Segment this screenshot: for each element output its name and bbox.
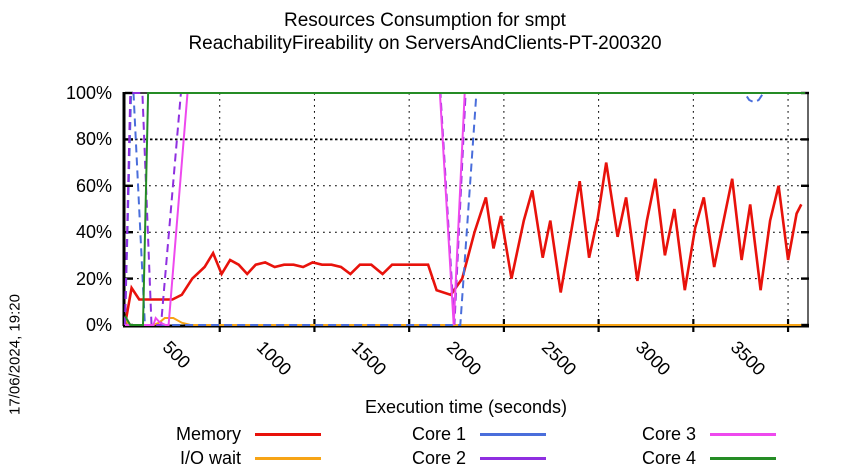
legend-item-core3: Core 3 [558, 423, 788, 445]
legend-label-core4: Core 4 [641, 447, 696, 468]
legend-line-core4 [710, 456, 776, 460]
legend: Memory Core 1 Core 3 I/O wait Core 2 Cor… [118, 423, 818, 469]
y-tick-label-20: 20% [75, 268, 112, 289]
legend-label-core3: Core 3 [641, 423, 696, 444]
chart-title-line2: ReachabilityFireability on ServersAndCli… [188, 33, 662, 54]
y-tick-label-60: 60% [75, 175, 112, 196]
legend-line-iowait [255, 456, 321, 460]
series-line-memory [123, 162, 803, 326]
x-axis-label: Execution time (seconds) [364, 397, 568, 417]
legend-label-core1: Core 1 [411, 423, 466, 444]
series-line-core-2 [124, 92, 806, 326]
legend-item-memory: Memory [118, 423, 333, 445]
legend-line-memory [255, 432, 321, 436]
series-line-core-3 [125, 92, 806, 326]
legend-item-iowait: I/O wait [118, 447, 333, 469]
chart-title-line1: Resources Consumption for smpt [284, 10, 566, 31]
y-tick-label-40: 40% [75, 222, 112, 243]
series-line-core-1 [124, 92, 806, 326]
legend-label-core2: Core 2 [411, 447, 466, 468]
legend-label-memory: Memory [175, 423, 241, 444]
timestamp-label: 17/06/2024, 19:20 [6, 294, 24, 415]
legend-line-core2 [480, 456, 546, 460]
series-line-i-o-wait [124, 317, 802, 326]
legend-item-core2: Core 2 [333, 447, 558, 469]
legend-line-core3 [710, 432, 776, 436]
legend-item-core4: Core 4 [558, 447, 788, 469]
y-tick-label-80: 80% [75, 129, 112, 150]
legend-label-iowait: I/O wait [179, 447, 241, 468]
chart-title: Resources Consumption for smpt Reachabil… [0, 9, 850, 55]
legend-item-core1: Core 1 [333, 423, 558, 445]
legend-line-core1 [480, 432, 546, 436]
y-tick-label-0: 0% [85, 315, 112, 335]
y-tick-label-100: 100% [65, 83, 112, 103]
series-line-core-4 [124, 92, 806, 326]
